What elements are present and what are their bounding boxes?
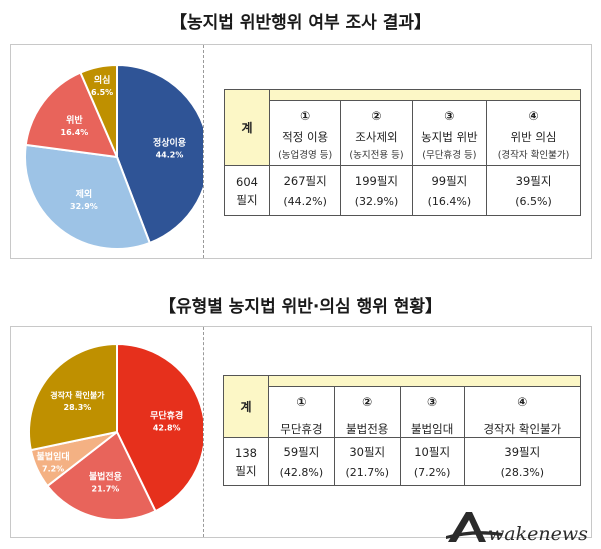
column-sublabel: (농업경영 등) (278, 150, 333, 161)
table-header-bar (268, 375, 581, 387)
value-percent: (7.2%) (413, 466, 451, 479)
value-count: 59필지 (283, 445, 320, 459)
total-header: 계 (223, 375, 269, 438)
value-percent: (32.9%) (354, 195, 399, 208)
pie-slice-label: 정상이용 (153, 136, 186, 148)
panel-divider (203, 327, 204, 537)
column-sublabel: (경작자 확인불가) (497, 150, 570, 161)
value-cell: 199필지 (32.9%) (340, 165, 413, 216)
column-number: ③ (444, 109, 455, 123)
column-label: 불법임대 (410, 422, 454, 436)
total-unit: 필지 (235, 463, 257, 478)
violation-types-panel: 무단휴경 42.8% 불법전용 21.7% 불법임대 7.2% 경작자 확인불가 28.3% … (10, 326, 592, 538)
column-number: ② (371, 109, 382, 123)
table-header-bar (269, 89, 581, 101)
value-percent: (28.3%) (500, 466, 545, 479)
total-header: 계 (224, 89, 270, 166)
column-number: ④ (517, 395, 528, 409)
pie-slice-label: 불법임대 (37, 451, 70, 463)
panel-divider (203, 45, 204, 258)
value-cell: 99필지 (16.4%) (411, 165, 488, 216)
column-label: 농지법 위반 (421, 130, 478, 144)
value-percent: (16.4%) (427, 195, 472, 208)
value-count: 10필지 (414, 445, 451, 459)
pie-slice-value: 42.8% (153, 424, 181, 433)
value-count: 99필지 (431, 174, 468, 188)
column-label: 위반 의심 (510, 130, 557, 144)
value-percent: (21.7%) (345, 466, 389, 479)
pie-slice-label: 제외 (76, 188, 93, 200)
pie-slice (28, 342, 118, 452)
pie-slice-label: 불법전용 (89, 471, 122, 483)
value-count: 39필지 (504, 445, 541, 459)
violation-types-pie-chart: 무단휴경 42.8% 불법전용 21.7% 불법임대 7.2% 경작자 확인불가 28.3% (28, 342, 203, 521)
section-title-violation-types: 【유형별 농지법 위반·의심 행위 현황】 (158, 297, 443, 317)
column-number: ① (296, 395, 307, 409)
column-sublabel: (무단휴경 등) (422, 150, 477, 161)
value-cell: 59필지 (42.8%) (268, 437, 335, 486)
column-number: ① (300, 109, 311, 123)
pie-slice-value: 6.5% (91, 88, 113, 97)
pie-slice-value: 16.4% (61, 128, 89, 137)
column-label: 조사제외 (355, 130, 398, 144)
column-header: ④ 경작자 확인불가 (463, 386, 582, 438)
column-header: ③ 불법임대 (399, 386, 465, 438)
pie-slice-label: 의심 (94, 74, 111, 86)
total-value-cell: 138 필지 (223, 437, 269, 486)
column-number: ③ (427, 395, 438, 409)
pie-slice-label: 위반 (66, 114, 83, 126)
pie-slice-label: 경작자 확인불가 (50, 390, 105, 400)
survey-result-panel: 정상이용 44.2% 제외 32.9% 위반 16.4% 의심 6.5% 계 ① 적정 이용 (농… (10, 44, 592, 259)
column-label: 불법전용 (346, 422, 389, 436)
total-value-cell: 604 필지 (224, 165, 270, 216)
value-count: 30필지 (349, 445, 386, 459)
total-value: 604 (236, 174, 258, 189)
column-header: ① 무단휴경 (268, 386, 335, 438)
pie-slice (79, 63, 118, 158)
value-cell: 10필지 (7.2%) (399, 437, 465, 486)
pie-slice-value: 28.3% (64, 403, 92, 412)
column-label: 경작자 확인불가 (483, 422, 562, 436)
value-percent: (42.8%) (279, 466, 324, 479)
value-cell: 39필지 (28.3%) (463, 437, 582, 486)
column-number: ② (362, 395, 373, 409)
column-header: ③ 농지법 위반 (무단휴경 등) (411, 100, 488, 166)
pie-slice-value: 21.7% (92, 485, 120, 494)
column-label: 적정 이용 (282, 130, 329, 144)
pie-slice-value: 44.2% (156, 150, 184, 159)
survey-result-table: 계 ① 적정 이용 (농업경영 등) ② 조사제외 (농지전용 등) ③ 농지법 위반 (무… (224, 89, 581, 216)
pie-slice (24, 143, 152, 250)
column-header: ② 조사제외 (농지전용 등) (340, 100, 413, 166)
pie-slice-label: 무단휴경 (150, 410, 183, 422)
pie-slice (46, 430, 157, 521)
pie-slice (24, 71, 119, 159)
value-count: 39필지 (515, 174, 552, 188)
watermark-text: wakenews (488, 523, 588, 545)
value-count: 199필지 (354, 174, 399, 188)
value-percent: (6.5%) (515, 195, 552, 208)
awakenews-logo: wakenews (446, 512, 588, 545)
value-cell: 30필지 (21.7%) (333, 437, 401, 486)
column-header: ② 불법전용 (333, 386, 401, 438)
total-unit: 필지 (236, 192, 258, 207)
column-sublabel: (농지전용 등) (349, 150, 404, 161)
value-cell: 267필지 (44.2%) (268, 165, 342, 216)
value-cell: 39필지 (6.5%) (486, 165, 581, 216)
column-label: 무단휴경 (280, 422, 323, 436)
pie-slice (116, 63, 203, 245)
pie-slice-value: 32.9% (70, 202, 98, 211)
column-header: ④ 위반 의심 (경작자 확인불가) (486, 100, 581, 166)
column-header: ① 적정 이용 (농업경영 등) (268, 100, 342, 166)
pie-slice (116, 342, 203, 513)
value-count: 267필지 (283, 174, 327, 188)
section-title-survey-result: 【농지법 위반행위 여부 조사 결과】 (170, 13, 431, 33)
value-percent: (44.2%) (283, 195, 327, 208)
column-number: ④ (528, 109, 539, 123)
violation-types-table: 계 ① 무단휴경 ② 불법전용 ③ 불법임대 ④ 경작자 확인불가 138 필지 59필지… (223, 375, 582, 486)
survey-result-pie-chart: 정상이용 44.2% 제외 32.9% 위반 16.4% 의심 6.5% (24, 63, 203, 250)
total-value: 138 (235, 445, 257, 460)
pie-slice-value: 7.2% (42, 465, 64, 474)
